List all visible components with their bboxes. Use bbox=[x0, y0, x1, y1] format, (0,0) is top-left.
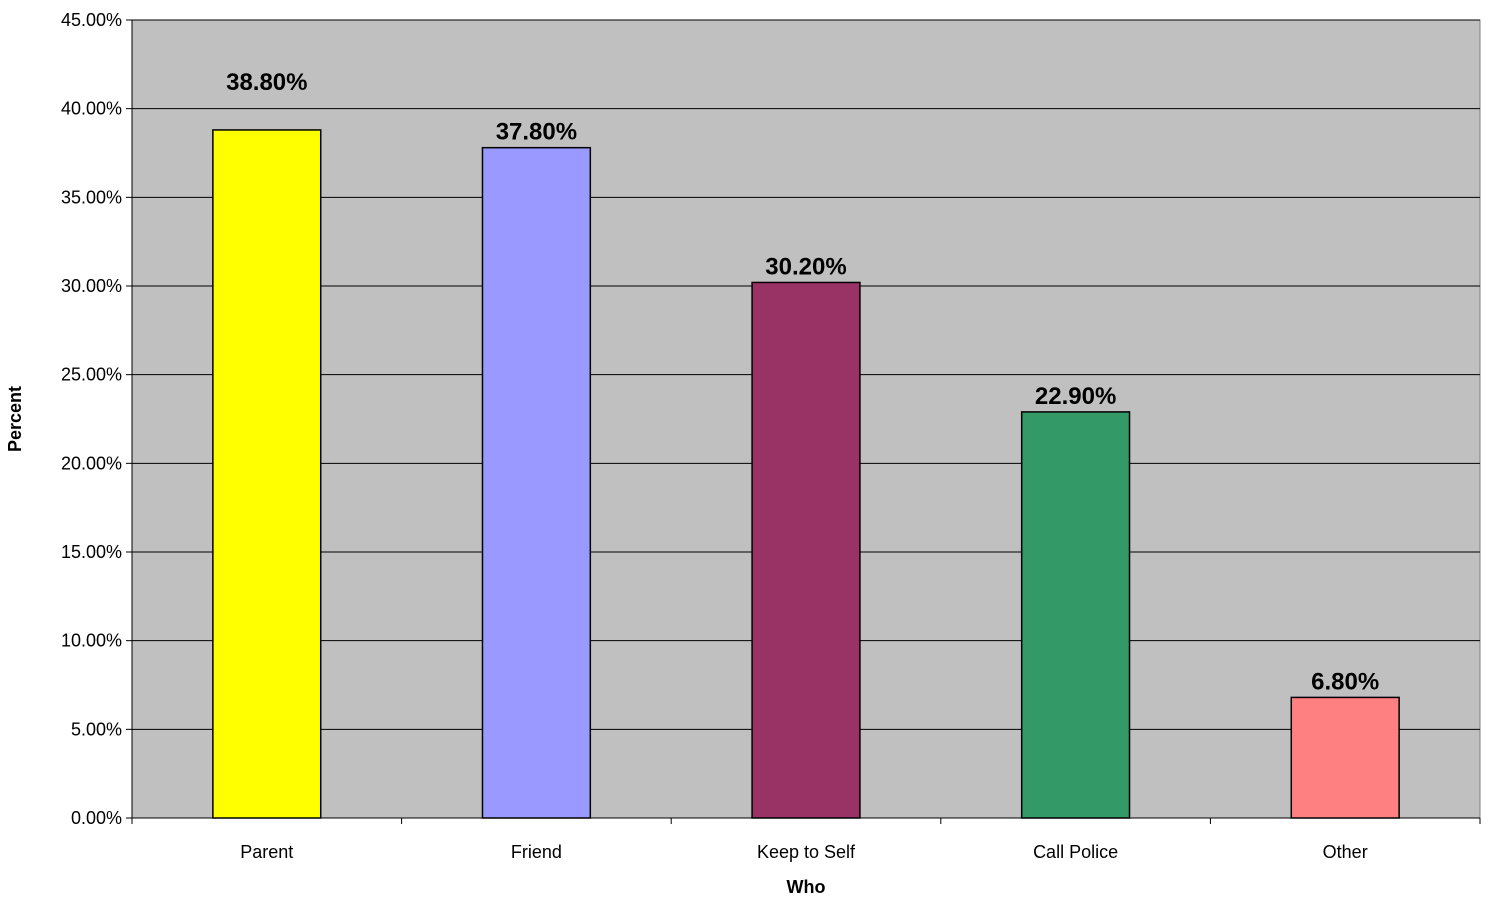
y-tick-label: 0.00% bbox=[71, 808, 122, 828]
bar-friend bbox=[481, 146, 592, 819]
y-tick-labels: 0.00% 5.00% 10.00% 15.00% 20.00% 25.00% 30.00%… bbox=[61, 10, 122, 828]
data-label: 30.20% bbox=[765, 253, 846, 280]
y-tick-label: 5.00% bbox=[71, 719, 122, 739]
x-tick-labels: Parent Friend Keep to Self Call Police Other bbox=[240, 842, 1367, 862]
y-tick-label: 25.00% bbox=[61, 365, 122, 385]
x-axis-title: Who bbox=[787, 877, 826, 897]
data-label: 22.90% bbox=[1035, 383, 1116, 410]
data-label: 38.80% bbox=[226, 69, 307, 96]
x-tick-label: Other bbox=[1323, 842, 1368, 862]
x-tick-label: Parent bbox=[240, 842, 293, 862]
data-label: 6.80% bbox=[1311, 668, 1379, 695]
bars bbox=[212, 129, 1400, 819]
y-tick-label: 35.00% bbox=[61, 187, 122, 207]
x-tick-label: Call Police bbox=[1033, 842, 1118, 862]
y-tick-label: 15.00% bbox=[61, 542, 122, 562]
y-tick-label: 40.00% bbox=[61, 99, 122, 119]
bar-call-police bbox=[1020, 411, 1131, 819]
y-tick-label: 10.00% bbox=[61, 631, 122, 651]
bar-other bbox=[1290, 696, 1400, 819]
y-tick-label: 45.00% bbox=[61, 10, 122, 30]
axes bbox=[126, 19, 1481, 824]
y-axis-title: Percent bbox=[5, 386, 25, 452]
data-labels: 38.80% 37.80% 30.20% 22.90% 6.80% bbox=[226, 69, 1379, 695]
x-tick-label: Friend bbox=[511, 842, 562, 862]
x-tick-label: Keep to Self bbox=[757, 842, 856, 862]
data-label: 37.80% bbox=[496, 119, 577, 146]
bar-keep-to-self bbox=[751, 281, 861, 819]
y-tick-label: 30.00% bbox=[61, 276, 122, 296]
bar-parent bbox=[212, 129, 322, 819]
y-tick-label: 20.00% bbox=[61, 453, 122, 473]
